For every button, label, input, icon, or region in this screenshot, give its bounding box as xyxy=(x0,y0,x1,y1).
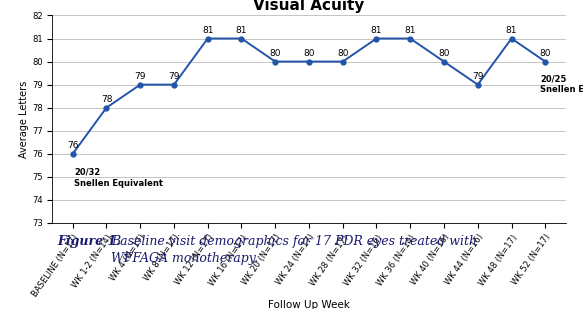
Text: 79: 79 xyxy=(472,72,483,81)
Text: 81: 81 xyxy=(236,26,247,35)
Text: 80: 80 xyxy=(303,49,315,58)
Text: 79: 79 xyxy=(168,72,180,81)
Text: 81: 81 xyxy=(371,26,382,35)
Text: 81: 81 xyxy=(405,26,416,35)
Text: 81: 81 xyxy=(506,26,517,35)
X-axis label: Follow Up Week: Follow Up Week xyxy=(268,300,350,309)
Y-axis label: Average Letters: Average Letters xyxy=(19,81,29,158)
Text: 81: 81 xyxy=(202,26,213,35)
Text: 80: 80 xyxy=(438,49,449,58)
Text: 20/25
Snellen Equivalent: 20/25 Snellen Equivalent xyxy=(540,74,583,94)
Text: 76: 76 xyxy=(67,141,79,150)
Text: 80: 80 xyxy=(269,49,281,58)
Text: 80: 80 xyxy=(539,49,551,58)
Text: 78: 78 xyxy=(101,95,112,104)
Text: 79: 79 xyxy=(135,72,146,81)
Title: Visual Acuity: Visual Acuity xyxy=(253,0,365,13)
Text: Figure 1.: Figure 1. xyxy=(58,235,121,248)
Text: Baseline visit demographics for 17 PDR eyes treated with
WFFAGA monotherapy.: Baseline visit demographics for 17 PDR e… xyxy=(111,235,477,265)
Text: 20/32
Snellen Equivalent: 20/32 Snellen Equivalent xyxy=(75,168,163,188)
Text: 80: 80 xyxy=(337,49,349,58)
